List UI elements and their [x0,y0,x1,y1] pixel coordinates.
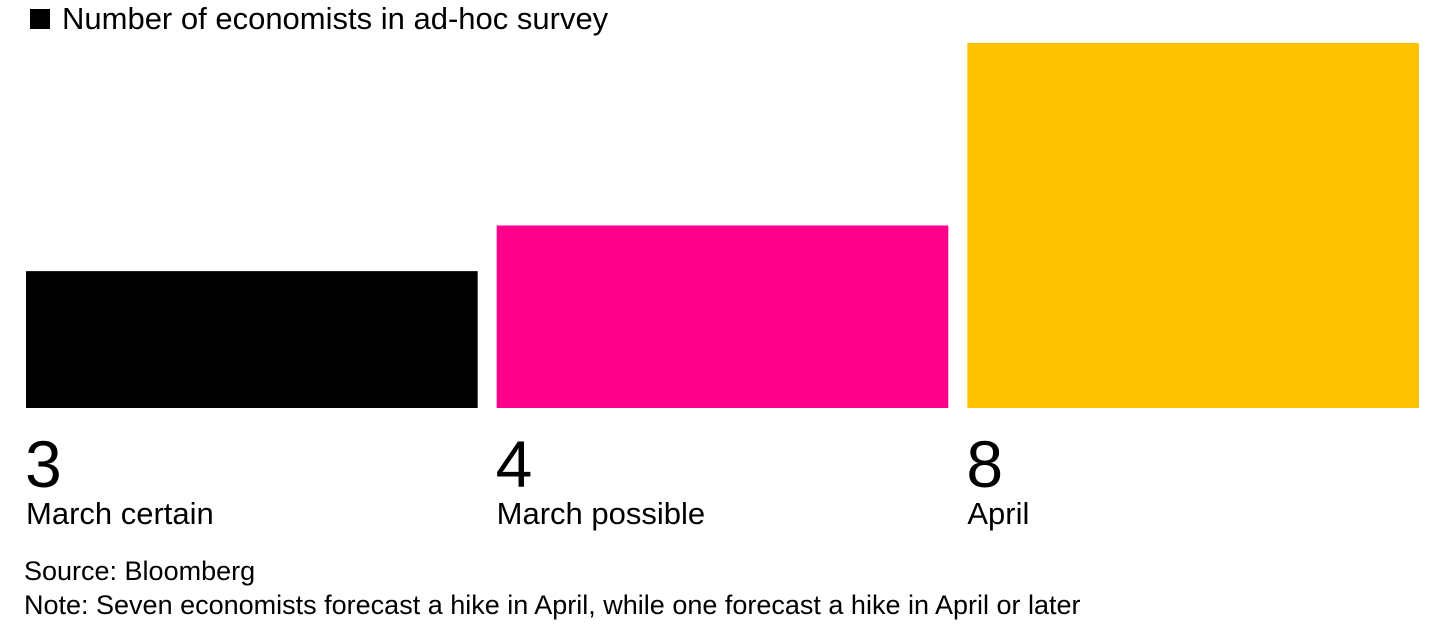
category-label: April [967,496,1029,531]
data-label: 8 [966,427,1003,501]
category-label: March certain [26,496,214,531]
legend-label: Number of economists in ad-hoc survey [62,1,609,36]
category-label: March possible [497,496,705,531]
legend-swatch [30,9,50,29]
source-text: Source: Bloomberg [24,556,256,586]
note-text: Note: Seven economists forecast a hike i… [24,590,1081,620]
bar-april [967,43,1419,408]
legend: Number of economists in ad-hoc survey [30,2,608,36]
data-label: 4 [496,427,533,501]
bar-march-possible [496,225,949,408]
data-label: 3 [25,427,62,501]
bar-march-certain [26,271,478,408]
